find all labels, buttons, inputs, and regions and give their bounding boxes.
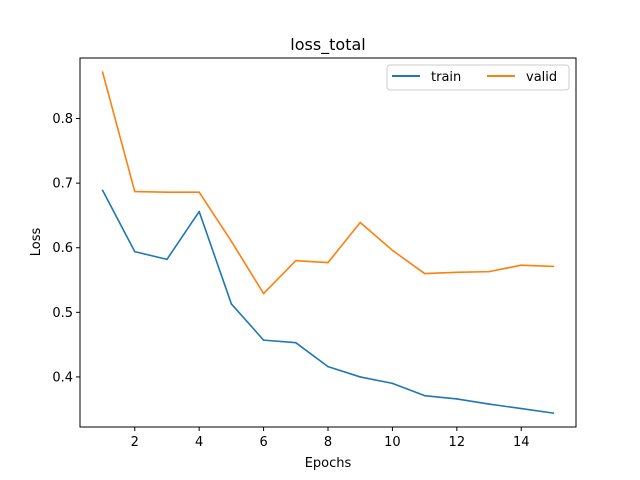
data-point-valid (488, 270, 490, 273)
data-point-valid (262, 292, 265, 295)
data-point-train (166, 258, 168, 261)
data-point-train (262, 339, 265, 341)
y-tick-label: 0.7 (52, 177, 73, 192)
data-point-train (133, 250, 136, 253)
plot-area: 2 4 6 8 10 12 14 0.4 0.5 0.6 0.7 0.8 (52, 71, 555, 450)
data-point-valid (456, 271, 458, 274)
data-point-valid (359, 221, 362, 224)
data-point-valid (423, 272, 426, 275)
legend: train valid (386, 64, 570, 91)
chart-title: loss_total (290, 35, 366, 55)
data-point-train (456, 398, 458, 400)
x-tick-label: 8 (324, 435, 332, 450)
y-tick-label: 0.4 (52, 370, 73, 385)
data-point-train (423, 394, 426, 397)
data-point-valid (230, 240, 233, 243)
legend-valid-label: valid (526, 70, 557, 85)
y-tick-label: 0.5 (52, 306, 73, 321)
data-point-train (391, 382, 394, 385)
data-point-valid (327, 261, 329, 264)
data-point-train (101, 189, 104, 192)
data-point-train (294, 341, 297, 344)
x-tick-label: 2 (131, 435, 139, 450)
legend-train-label: train (431, 70, 461, 85)
x-tick-label: 14 (513, 435, 530, 450)
y-tick-label: 0.6 (52, 241, 73, 256)
x-axis-label: Epochs (305, 456, 352, 471)
data-point-valid (133, 190, 136, 193)
y-axis-label: Loss (29, 228, 44, 257)
data-point-train (520, 407, 523, 410)
data-point-valid (198, 191, 200, 193)
data-point-train (327, 365, 329, 368)
plot-frame (79, 57, 577, 428)
data-point-train (359, 376, 362, 378)
data-point-valid (552, 265, 555, 268)
x-tick-label: 10 (384, 435, 401, 450)
data-point-train (488, 403, 490, 405)
data-point-valid (391, 249, 394, 252)
x-tick-label: 12 (449, 435, 466, 450)
data-point-valid (294, 259, 297, 262)
x-tick-label: 4 (195, 435, 203, 450)
data-point-valid (520, 264, 523, 266)
data-point-train (552, 412, 555, 414)
legend-box (386, 64, 570, 91)
data-point-valid (101, 71, 104, 73)
data-point-train (198, 210, 200, 213)
x-tick-label: 6 (259, 435, 267, 450)
y-tick-label: 0.8 (52, 112, 73, 127)
data-point-train (230, 303, 233, 305)
data-point-valid (166, 191, 168, 193)
